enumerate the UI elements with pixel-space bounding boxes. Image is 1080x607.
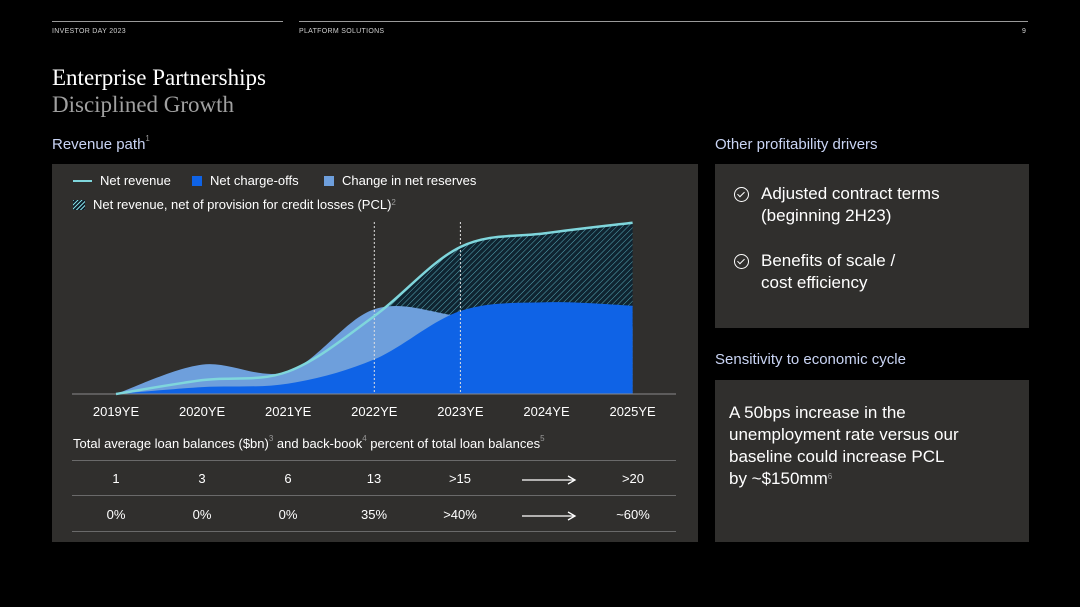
table-cell: 0% [278, 507, 298, 522]
x-tick-label: 2021YE [265, 404, 312, 419]
page-title: Enterprise Partnerships [52, 65, 266, 90]
revenue-path-label: Revenue path1 [52, 134, 150, 153]
x-tick-label: 2020YE [178, 404, 226, 419]
legend-net-revenue: Net revenue [73, 173, 171, 188]
check-circle-icon [734, 187, 749, 202]
legend-line-swatch [73, 179, 92, 182]
legend-net-charge-offs: Net charge-offs [192, 173, 299, 188]
table-rule [72, 495, 676, 496]
driver-item: Adjusted contract terms (beginning 2H23) [761, 184, 940, 225]
event-label: INVESTOR DAY 2023 [52, 28, 126, 35]
legend-square-swatch [324, 175, 334, 186]
table-cell: >15 [448, 471, 472, 486]
page-number: 9 [1022, 28, 1027, 35]
sensitivity-text: A 50bps increase in the unemployment rat… [729, 403, 959, 488]
legend-net-of-pcl: Net revenue, net of provision for credit… [73, 197, 396, 212]
x-tick-label: 2023YE [437, 404, 484, 419]
header-rule-left [52, 21, 283, 22]
arrow-right-icon [522, 475, 577, 485]
section-label-header: PLATFORM SOLUTIONS [299, 28, 385, 35]
table-cell: 1 [112, 471, 120, 486]
check-circle-icon [734, 254, 749, 269]
table-caption: Total average loan balances ($bn)3 and b… [73, 434, 545, 451]
x-tick-label: 2025YE [609, 404, 656, 419]
x-tick-label: 2024YE [523, 404, 570, 419]
table-cell: 3 [198, 471, 206, 486]
sensitivity-label: Sensitivity to economic cycle [715, 351, 906, 368]
arrow-right-icon [522, 511, 577, 521]
table-cell: 35% [360, 507, 388, 522]
table-rule [72, 460, 676, 461]
header-rule-right [299, 21, 1028, 22]
net-revenue-line [115, 221, 633, 396]
legend-change-reserves: Change in net reserves [324, 173, 476, 188]
driver-item: Benefits of scale / cost efficiency [761, 251, 896, 292]
x-tick-label: 2022YE [351, 404, 398, 419]
sensitivity-panel [715, 380, 1029, 542]
other-drivers-panel [715, 164, 1029, 328]
table-cell: 6 [284, 471, 292, 486]
x-tick-label: 2019YE [92, 404, 140, 419]
other-drivers-label: Other profitability drivers [715, 136, 878, 153]
table-cell: 0% [106, 507, 126, 522]
table-rule [72, 531, 676, 532]
legend-hatch-swatch [73, 199, 85, 210]
table-cell: 13 [366, 471, 382, 486]
table-cell: >20 [621, 471, 645, 486]
table-cell: >40% [443, 507, 477, 522]
table-cell: ~60% [616, 507, 650, 522]
legend-square-swatch [192, 175, 202, 186]
page-subtitle: Disciplined Growth [52, 92, 235, 117]
net-charge-offs-area [116, 302, 633, 394]
table-cell: 0% [192, 507, 212, 522]
